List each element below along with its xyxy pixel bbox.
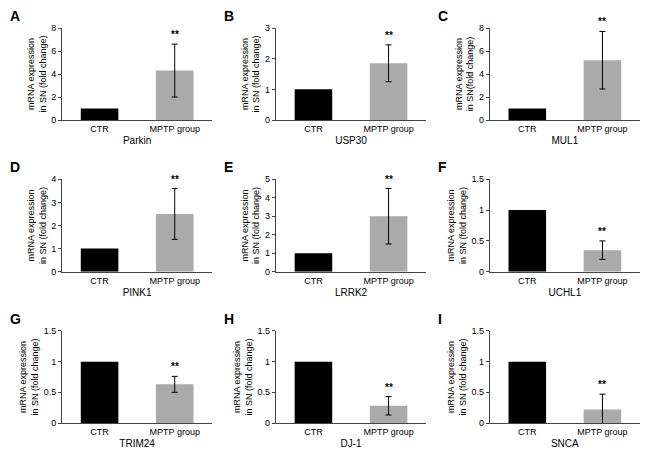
svg-text:CTR: CTR xyxy=(304,124,323,134)
svg-text:**: ** xyxy=(385,30,393,41)
svg-text:CTR: CTR xyxy=(304,427,323,437)
svg-text:mRNA expressionin SN (fold cha: mRNA expressionin SN (fold change) xyxy=(240,187,262,264)
svg-text:I: I xyxy=(438,311,442,327)
svg-text:LRRK2: LRRK2 xyxy=(335,287,368,298)
svg-text:4: 4 xyxy=(479,69,484,79)
svg-text:**: ** xyxy=(171,174,179,185)
svg-text:CTR: CTR xyxy=(304,276,323,286)
svg-text:**: ** xyxy=(598,379,606,390)
svg-text:0: 0 xyxy=(479,418,484,428)
svg-text:MPTP group: MPTP group xyxy=(577,124,627,134)
svg-text:1: 1 xyxy=(479,357,484,367)
svg-text:0: 0 xyxy=(51,115,56,125)
svg-text:0: 0 xyxy=(265,267,270,277)
svg-text:D: D xyxy=(10,159,20,175)
svg-text:MPTP group: MPTP group xyxy=(150,427,200,437)
svg-text:CTR: CTR xyxy=(90,276,109,286)
svg-text:4: 4 xyxy=(51,69,56,79)
svg-text:3: 3 xyxy=(265,23,270,33)
svg-text:mRNA expressionin SN (fold cha: mRNA expressionin SN (fold change) xyxy=(240,35,262,112)
svg-text:SNCA: SNCA xyxy=(551,438,579,449)
svg-text:2: 2 xyxy=(51,92,56,102)
svg-text:1: 1 xyxy=(51,244,56,254)
svg-text:0.5: 0.5 xyxy=(258,387,271,397)
svg-text:MPTP group: MPTP group xyxy=(150,124,200,134)
svg-text:B: B xyxy=(224,8,234,24)
svg-text:mRNA expressionin SN (fold cha: mRNA expressionin SN (fold change) xyxy=(26,35,48,112)
svg-text:1: 1 xyxy=(479,205,484,215)
svg-text:0.5: 0.5 xyxy=(471,387,484,397)
svg-text:mRNA expressionin SN (fold cha: mRNA expressionin SN (fold change) xyxy=(18,338,40,415)
svg-text:0.5: 0.5 xyxy=(44,387,57,397)
svg-text:MUL1: MUL1 xyxy=(552,135,579,146)
svg-text:mRNA expressionin SN (fold cha: mRNA expressionin SN (fold change) xyxy=(232,338,254,415)
svg-text:8: 8 xyxy=(51,23,56,33)
svg-text:1.5: 1.5 xyxy=(44,326,57,336)
svg-text:PINK1: PINK1 xyxy=(123,287,152,298)
svg-text:mRNA expressionin SN(fold chan: mRNA expressionin SN(fold change) xyxy=(454,37,476,112)
svg-text:MPTP group: MPTP group xyxy=(577,427,627,437)
svg-text:MPTP group: MPTP group xyxy=(363,124,413,134)
svg-text:5: 5 xyxy=(265,174,270,184)
svg-text:2: 2 xyxy=(265,230,270,240)
svg-text:0: 0 xyxy=(265,418,270,428)
svg-text:TRIM24: TRIM24 xyxy=(119,438,155,449)
svg-text:0: 0 xyxy=(479,267,484,277)
svg-text:1.5: 1.5 xyxy=(471,326,484,336)
svg-text:3: 3 xyxy=(265,211,270,221)
svg-text:0: 0 xyxy=(51,267,56,277)
svg-text:MPTP group: MPTP group xyxy=(150,276,200,286)
svg-text:MPTP group: MPTP group xyxy=(363,276,413,286)
svg-text:**: ** xyxy=(385,174,393,185)
svg-text:CTR: CTR xyxy=(518,124,537,134)
svg-text:1.5: 1.5 xyxy=(471,174,484,184)
svg-text:3: 3 xyxy=(51,198,56,208)
svg-text:**: ** xyxy=(598,226,606,237)
svg-text:4: 4 xyxy=(265,193,270,203)
svg-text:1: 1 xyxy=(51,357,56,367)
svg-text:A: A xyxy=(10,8,20,24)
svg-text:1.5: 1.5 xyxy=(258,326,271,336)
svg-text:2: 2 xyxy=(479,92,484,102)
svg-text:E: E xyxy=(224,159,233,175)
svg-text:1: 1 xyxy=(265,357,270,367)
svg-text:2: 2 xyxy=(265,54,270,64)
svg-text:CTR: CTR xyxy=(90,427,109,437)
svg-text:DJ-1: DJ-1 xyxy=(340,438,362,449)
svg-text:CTR: CTR xyxy=(518,427,537,437)
svg-text:G: G xyxy=(10,311,21,327)
svg-text:USP30: USP30 xyxy=(335,135,367,146)
svg-text:Parkin: Parkin xyxy=(123,135,151,146)
svg-text:CTR: CTR xyxy=(90,124,109,134)
svg-text:H: H xyxy=(224,311,234,327)
svg-text:mRNA expressionin SN (fold cha: mRNA expressionin SN (fold change) xyxy=(446,338,468,415)
svg-text:**: ** xyxy=(598,16,606,27)
svg-text:mRNA expressionin SN (fold cha: mRNA expressionin SN (fold change) xyxy=(446,187,468,264)
svg-text:4: 4 xyxy=(51,174,56,184)
svg-text:1: 1 xyxy=(265,85,270,95)
svg-text:UCHL1: UCHL1 xyxy=(548,287,581,298)
svg-text:MPTP group: MPTP group xyxy=(363,427,413,437)
svg-text:CTR: CTR xyxy=(518,276,537,286)
svg-text:**: ** xyxy=(171,29,179,40)
svg-text:mRNA expressionin SN (fold cha: mRNA expressionin SN (fold change) xyxy=(26,187,48,264)
svg-text:0: 0 xyxy=(265,115,270,125)
svg-text:2: 2 xyxy=(51,221,56,231)
svg-text:C: C xyxy=(438,8,448,24)
svg-text:F: F xyxy=(438,159,447,175)
svg-text:6: 6 xyxy=(479,46,484,56)
svg-text:MPTP group: MPTP group xyxy=(577,276,627,286)
svg-text:**: ** xyxy=(171,361,179,372)
svg-text:0.5: 0.5 xyxy=(471,236,484,246)
svg-text:**: ** xyxy=(385,382,393,393)
svg-text:1: 1 xyxy=(265,248,270,258)
svg-text:0: 0 xyxy=(479,115,484,125)
svg-text:8: 8 xyxy=(479,23,484,33)
svg-text:0: 0 xyxy=(51,418,56,428)
svg-text:6: 6 xyxy=(51,46,56,56)
